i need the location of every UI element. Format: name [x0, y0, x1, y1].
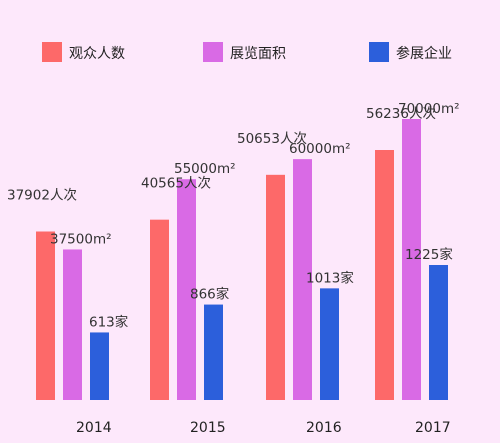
legend-label-0: 观众人数 [69, 46, 125, 62]
data-label-1-2015: 55000m² [174, 161, 236, 177]
bar-0-2016 [266, 174, 285, 400]
data-label-0-2014: 37902人次 [7, 188, 77, 204]
x-tick-2017: 2017 [415, 420, 451, 436]
x-axis-ticks: 2014 2015 2016 2017 [76, 420, 451, 436]
data-label-2-2017: 1225家 [405, 246, 453, 263]
bar-2-2017 [429, 265, 448, 400]
bar-1-2016 [293, 159, 312, 400]
bar-1-2017 [402, 119, 421, 400]
data-label-0-2015: 40565人次 [141, 176, 211, 192]
bars [36, 119, 448, 400]
bar-1-2014 [63, 249, 82, 400]
x-tick-2016: 2016 [306, 420, 342, 436]
data-label-2-2014: 613家 [89, 313, 129, 330]
data-label-1-2014: 37500m² [50, 231, 112, 247]
x-tick-2015: 2015 [190, 420, 226, 436]
data-label-2-2015: 866家 [190, 286, 230, 303]
legend-swatch-0 [42, 42, 62, 62]
x-tick-2014: 2014 [76, 420, 112, 436]
legend-label-1: 展览面积 [230, 46, 286, 62]
data-label-0-2016: 50653人次 [237, 131, 307, 147]
bar-0-2017 [375, 150, 394, 400]
legend: 观众人数 展览面积 参展企业 [42, 42, 452, 62]
bar-2-2016 [320, 288, 339, 400]
bar-2-2014 [90, 332, 109, 400]
legend-swatch-1 [203, 42, 223, 62]
data-label-0-2017: 56236人次 [366, 106, 436, 122]
data-label-1-2017: 70000m² [398, 101, 460, 117]
legend-label-2: 参展企业 [396, 45, 452, 62]
bar-2-2015 [204, 304, 223, 400]
bar-1-2015 [177, 179, 196, 400]
data-label-2-2016: 1013家 [306, 269, 354, 286]
bar-0-2015 [150, 219, 169, 400]
legend-swatch-2 [369, 42, 389, 62]
data-label-1-2016: 60000m² [289, 141, 351, 157]
bar-0-2014 [36, 231, 55, 400]
